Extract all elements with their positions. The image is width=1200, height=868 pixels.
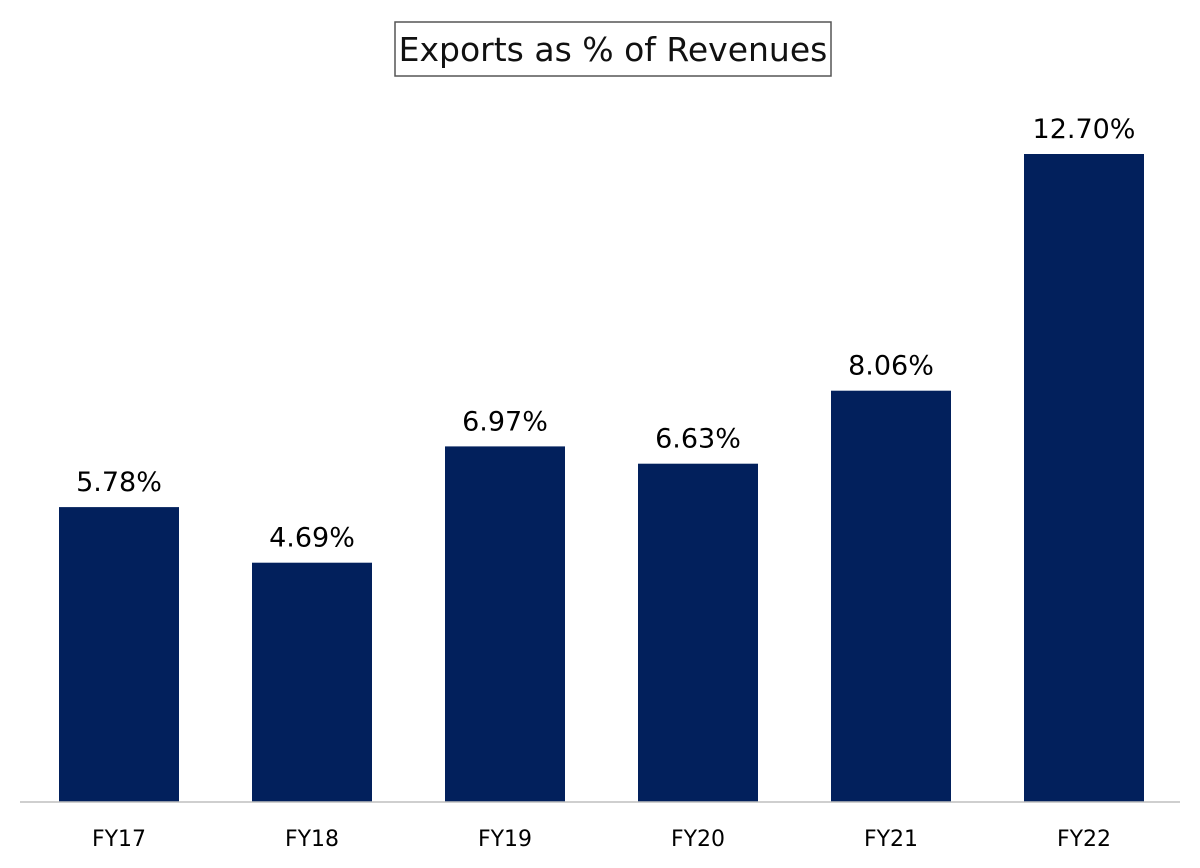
bar-fy19 [445,446,565,802]
value-label-fy17: 5.78% [76,467,162,498]
bar-fy22 [1024,154,1144,802]
category-label-fy21: FY21 [864,827,918,852]
category-label-fy17: FY17 [92,827,146,852]
category-label-fy22: FY22 [1057,827,1111,852]
bar-fy20 [638,463,758,802]
value-label-fy20: 6.63% [655,424,741,455]
value-label-fy19: 6.97% [462,406,548,437]
bar-fy21 [831,390,951,802]
chart-title: Exports as % of Revenues [399,30,828,69]
category-label-fy20: FY20 [671,827,725,852]
chart-title-box [394,21,832,77]
value-labels-layer: 5.78% 4.69% 6.97% 6.63% 8.06% 12.70% [76,114,1135,554]
bars-layer [59,154,1144,802]
bar-fy18 [252,562,372,802]
category-label-fy19: FY19 [478,827,532,852]
value-label-fy21: 8.06% [848,351,934,382]
category-label-fy18: FY18 [285,827,339,852]
bar-fy17 [59,507,179,802]
category-labels-layer: FY17 FY18 FY19 FY20 FY21 FY22 [92,827,1111,852]
value-label-fy22: 12.70% [1033,114,1136,145]
value-label-fy18: 4.69% [269,523,355,554]
chart-title-group: Exports as % of Revenues [394,21,832,77]
